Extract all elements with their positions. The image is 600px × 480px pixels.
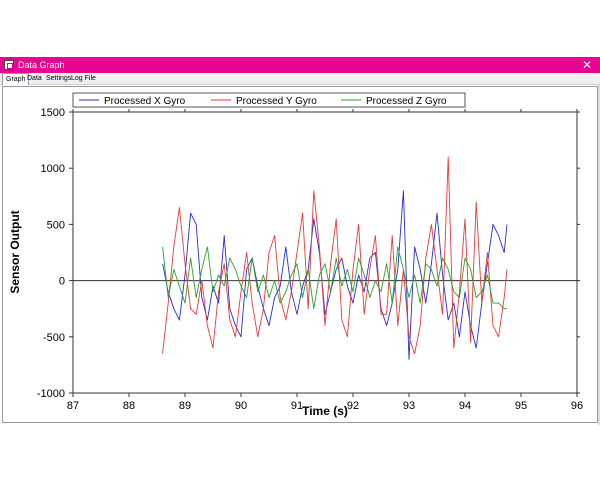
tab-log-file[interactable]: Log File <box>71 75 96 82</box>
y-axis-label: Sensor Output <box>8 210 22 293</box>
legend: Processed X Gyro Processed Y Gyro Proces… <box>72 92 466 108</box>
tab-settings[interactable]: Settings <box>46 75 72 82</box>
title-bar[interactable]: Data Graph ✕ <box>0 57 600 73</box>
window-title: Data Graph <box>18 60 65 70</box>
plot-area <box>72 111 578 394</box>
axis-ticks: 87 88 89 90 91 92 93 94 95 96 1500 1000 500 0 -500 -100… <box>37 107 583 412</box>
sensor-chart: Processed X Gyro Processed Y Gyro Proces… <box>8 92 583 418</box>
y-tick-label: 1000 <box>41 163 65 175</box>
x-tick-label: 95 <box>515 400 527 412</box>
legend-box <box>72 92 466 108</box>
graph-panel: Processed X Gyro Processed Y Gyro Proces… <box>2 86 598 423</box>
x-tick-label: 94 <box>459 400 471 412</box>
legend-label-x: Processed X Gyro <box>104 96 186 107</box>
x-tick-label: 93 <box>403 400 415 412</box>
x-tick-label: 96 <box>571 400 583 412</box>
series-lines <box>162 156 508 360</box>
x-tick-label: 88 <box>123 400 135 412</box>
x-tick-label: 90 <box>235 400 247 412</box>
y-tick-label: -500 <box>43 332 65 344</box>
vertical-scrollbar[interactable] <box>598 85 600 425</box>
legend-label-z: Processed Z Gyro <box>366 96 447 107</box>
y-tick-label: 500 <box>47 219 65 231</box>
tab-graph[interactable]: Graph <box>2 73 30 85</box>
data-graph-window: Data Graph ✕ Graph Data Settings Log Fil… <box>0 57 600 425</box>
y-tick-label: 0 <box>59 276 65 288</box>
x-tick-label: 89 <box>179 400 191 412</box>
close-button[interactable]: ✕ <box>581 58 593 72</box>
x-tick-label: 87 <box>67 400 79 412</box>
app-icon <box>4 60 14 70</box>
x-axis-label: Time (s) <box>302 404 348 418</box>
x-tick-label: 92 <box>347 400 359 412</box>
series-line-z-gyro <box>162 246 507 310</box>
y-tick-label: -1000 <box>37 388 65 400</box>
tab-bar: Graph Data Settings Log File <box>0 73 600 85</box>
legend-label-y: Processed Y Gyro <box>236 96 317 107</box>
y-tick-label: 1500 <box>41 107 65 119</box>
x-tick-label: 91 <box>291 400 303 412</box>
tab-data[interactable]: Data <box>27 75 42 82</box>
